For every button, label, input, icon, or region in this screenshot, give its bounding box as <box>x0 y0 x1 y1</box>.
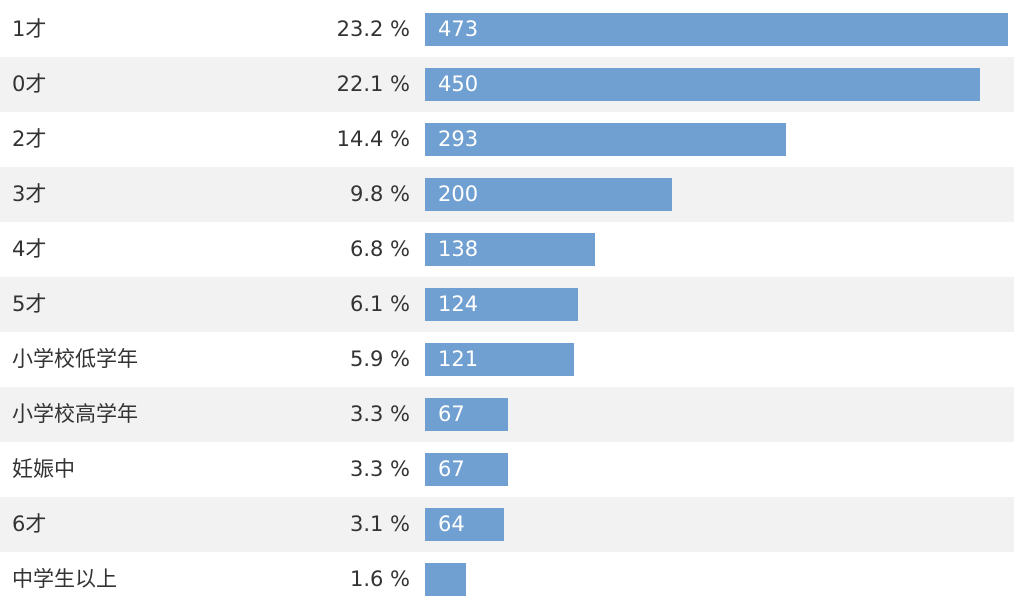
bar <box>425 178 672 211</box>
bar <box>425 563 466 596</box>
value-label: 64 <box>438 512 465 536</box>
category-label: 3才 <box>12 182 47 206</box>
value-label: 67 <box>438 402 465 426</box>
percent-label: 5.9 % <box>349 347 410 371</box>
percent-label: 3.3 % <box>349 457 410 481</box>
bar <box>425 453 508 486</box>
value-label: 124 <box>438 292 479 316</box>
chart-row: 妊娠中 3.3 % 67 <box>0 442 1014 497</box>
chart-row: 4才 6.8 % 138 <box>0 222 1014 277</box>
chart-row: 0才 22.1 % 450 <box>0 57 1014 112</box>
percent-label: 6.1 % <box>349 292 410 316</box>
percent-label: 3.3 % <box>349 402 410 426</box>
category-label: 小学校高学年 <box>12 402 138 426</box>
category-label: 妊娠中 <box>12 457 75 481</box>
category-label: 4才 <box>12 237 47 261</box>
category-label: 0才 <box>12 72 47 96</box>
value-label: 293 <box>438 127 479 151</box>
value-label: 67 <box>438 457 465 481</box>
percent-label: 9.8 % <box>349 182 410 206</box>
category-label: 6才 <box>12 512 47 536</box>
percent-label: 22.1 % <box>336 72 410 96</box>
category-label: 1才 <box>12 17 47 41</box>
value-label: 473 <box>438 17 479 41</box>
percent-label: 6.8 % <box>349 237 410 261</box>
chart-row: 6才 3.1 % 64 <box>0 497 1014 552</box>
chart-row: 3才 9.8 % 200 <box>0 167 1014 222</box>
chart-row: 2才 14.4 % 293 <box>0 112 1014 167</box>
value-label: 138 <box>438 237 479 261</box>
chart-row: 中学生以上 1.6 % <box>0 552 1014 607</box>
value-label: 450 <box>438 72 479 96</box>
percent-label: 3.1 % <box>349 512 410 536</box>
bar <box>425 508 504 541</box>
chart-row: 1才 23.2 % 473 <box>0 2 1014 57</box>
category-label: 小学校低学年 <box>12 347 138 371</box>
value-label: 200 <box>438 182 479 206</box>
bar <box>425 398 508 431</box>
category-label: 5才 <box>12 292 47 316</box>
bar <box>425 13 1008 46</box>
bar <box>425 123 786 156</box>
value-label: 121 <box>438 347 479 371</box>
bar <box>425 288 578 321</box>
category-label: 2才 <box>12 127 47 151</box>
chart-row: 小学校低学年 5.9 % 121 <box>0 332 1014 387</box>
percent-label: 14.4 % <box>336 127 410 151</box>
bar <box>425 233 595 266</box>
category-label: 中学生以上 <box>12 567 117 591</box>
chart-row: 小学校高学年 3.3 % 67 <box>0 387 1014 442</box>
chart-row: 5才 6.1 % 124 <box>0 277 1014 332</box>
bar <box>425 68 980 101</box>
percent-label: 23.2 % <box>336 17 410 41</box>
percent-label: 1.6 % <box>349 567 410 591</box>
bar <box>425 343 574 376</box>
